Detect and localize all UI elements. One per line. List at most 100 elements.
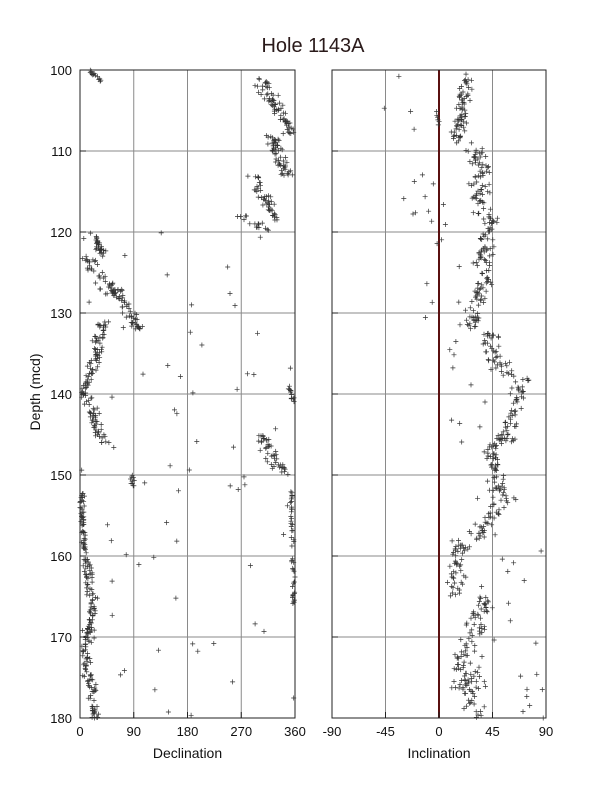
data-point: [90, 417, 96, 423]
data-point: [278, 106, 284, 112]
data-point: [137, 326, 143, 332]
data-point: [408, 108, 414, 114]
data-point: [89, 395, 95, 401]
data-point: [498, 369, 504, 374]
data-point: [109, 612, 115, 618]
data-point: [467, 321, 473, 327]
data-point: [211, 641, 217, 646]
data-point: [258, 195, 264, 201]
data-point: [280, 131, 286, 137]
data-point: [474, 263, 480, 269]
data-point: [492, 485, 498, 491]
data-point: [91, 410, 97, 416]
data-point: [468, 531, 474, 537]
data-point: [83, 565, 89, 571]
data-point: [497, 360, 503, 366]
data-point: [480, 341, 486, 347]
data-point: [494, 219, 500, 225]
data-point: [276, 100, 282, 106]
data-point: [466, 697, 472, 703]
data-point: [195, 648, 201, 654]
data-point: [285, 471, 291, 477]
data-point: [244, 371, 250, 377]
data-point: [247, 563, 253, 569]
data-point: [268, 462, 274, 467]
data-point: [468, 140, 474, 146]
data-point: [459, 557, 465, 563]
data-point: [478, 713, 484, 719]
data-point: [453, 126, 459, 132]
data-point: [457, 322, 463, 328]
data-point: [452, 118, 458, 124]
data-point: [452, 580, 458, 586]
chart-title: Hole 1143A: [261, 35, 365, 57]
data-point: [100, 334, 106, 340]
data-point: [84, 654, 90, 660]
data-point: [288, 520, 294, 526]
data-point: [127, 309, 133, 315]
data-point: [434, 241, 440, 247]
data-point: [77, 499, 83, 505]
data-point: [463, 641, 469, 647]
data-point: [164, 272, 170, 278]
data-point: [480, 271, 485, 277]
data-point: [503, 419, 509, 425]
data-point: [477, 168, 483, 174]
data-point: [261, 196, 267, 202]
data-point: [256, 225, 262, 231]
data-point: [463, 703, 469, 709]
data-point: [485, 598, 491, 604]
data-point: [507, 359, 513, 365]
data-point: [497, 488, 503, 494]
inclination-axis-title: Inclination: [407, 745, 470, 761]
data-point: [174, 411, 180, 417]
data-point: [275, 148, 281, 154]
data-point: [101, 327, 107, 333]
data-point: [282, 119, 288, 125]
data-point: [463, 670, 469, 676]
data-point: [269, 465, 275, 471]
data-point: [463, 544, 469, 550]
data-point: [88, 230, 94, 236]
data-point: [489, 282, 495, 288]
data-point: [272, 212, 278, 218]
x-tick-label: -90: [323, 724, 342, 739]
data-point: [538, 548, 544, 554]
data-point: [290, 584, 295, 589]
data-point: [102, 279, 108, 285]
data-point: [521, 389, 526, 395]
data-point: [99, 440, 105, 445]
data-point: [225, 264, 231, 270]
data-point: [93, 353, 99, 359]
data-point: [139, 324, 145, 329]
data-point: [87, 677, 93, 683]
data-point: [486, 181, 492, 187]
data-point: [504, 427, 510, 433]
data-point: [475, 669, 481, 675]
data-point: [264, 194, 270, 200]
data-point: [86, 637, 92, 643]
data-point: [79, 467, 85, 473]
data-point: [290, 565, 296, 571]
x-tick-label: 0: [435, 724, 442, 739]
data-point: [478, 197, 484, 203]
data-point: [93, 433, 99, 439]
data-point: [429, 299, 435, 305]
data-point: [230, 679, 236, 685]
data-point: [118, 672, 123, 678]
data-point: [509, 413, 515, 418]
data-point: [291, 129, 297, 135]
data-point: [483, 154, 489, 159]
data-point: [90, 704, 96, 710]
data-point: [92, 687, 98, 693]
data-point: [280, 163, 286, 169]
data-point: [475, 686, 481, 691]
data-point: [455, 548, 461, 554]
data-point: [448, 571, 454, 577]
data-point: [492, 479, 498, 485]
data-point: [471, 621, 477, 627]
data-point: [504, 363, 510, 369]
data-point: [83, 393, 89, 398]
data-point: [187, 329, 193, 335]
data-point: [273, 150, 279, 156]
